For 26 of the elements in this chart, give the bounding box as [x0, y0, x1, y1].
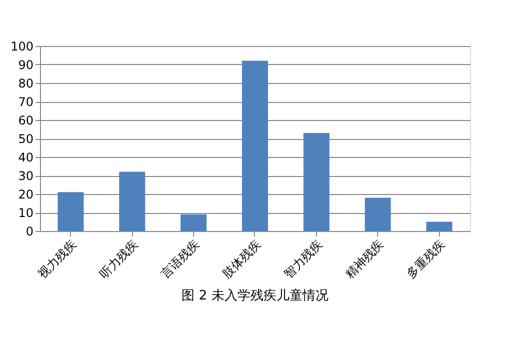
y-tick-label: 50 [18, 132, 34, 146]
y-tick-label: 90 [18, 58, 34, 72]
y-tick-label: 70 [18, 95, 34, 109]
bar [242, 60, 268, 231]
text: 图 2 未入学残疾儿童情况 [182, 288, 328, 304]
y-tick-label: 10 [18, 206, 34, 220]
y-tick-label: 60 [18, 114, 34, 128]
y-tick-label: 100 [10, 40, 34, 54]
y-tick-label: 40 [18, 150, 34, 164]
x-tick-label: 精神残疾 [342, 237, 386, 281]
x-tick-label: 言语残疾 [158, 237, 202, 281]
bar [58, 192, 84, 231]
y-tick-label: 0 [26, 224, 34, 238]
x-tick-label: 视力残疾 [35, 237, 80, 281]
bar [180, 214, 207, 231]
bar [364, 198, 391, 231]
x-tick-label: 肢体残疾 [220, 237, 264, 281]
x-tick-label: 多重残疾 [404, 237, 448, 281]
bar [119, 172, 146, 231]
y-tick-label: 20 [18, 188, 34, 202]
y-tick-label: 30 [18, 169, 34, 183]
x-tick-label: 听力残疾 [96, 237, 141, 281]
x-tick-label: 智力残疾 [281, 237, 325, 281]
y-tick-label: 80 [18, 76, 34, 90]
bar [303, 132, 330, 231]
bar [426, 222, 452, 231]
